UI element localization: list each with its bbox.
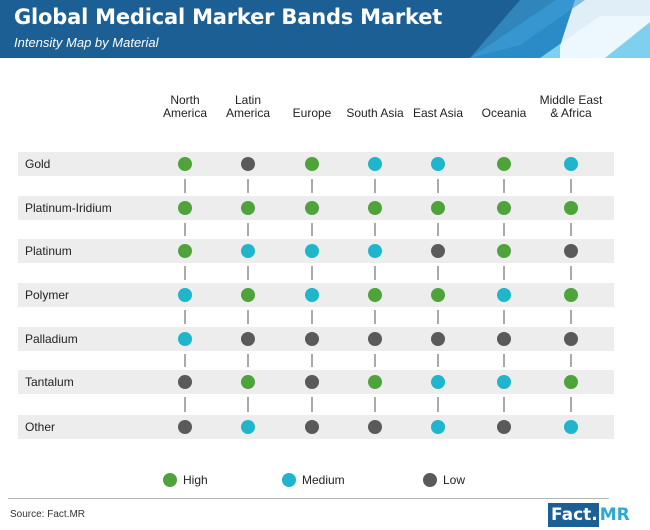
row-label: Palladium bbox=[25, 332, 78, 346]
intensity-dot-high bbox=[241, 201, 255, 215]
intensity-dot-high bbox=[564, 288, 578, 302]
legend-marker-medium bbox=[282, 473, 296, 487]
intensity-dot-medium bbox=[368, 157, 382, 171]
legend-label: Low bbox=[443, 473, 465, 487]
source-note: Source: Fact.MR bbox=[10, 509, 86, 520]
intensity-dot-high bbox=[241, 288, 255, 302]
column-header: South Asia bbox=[346, 106, 404, 120]
logo-text-right: MR bbox=[599, 505, 630, 525]
intensity-dot-medium bbox=[431, 420, 445, 434]
intensity-dot-high bbox=[368, 288, 382, 302]
intensity-dot-medium bbox=[564, 157, 578, 171]
intensity-dot-high bbox=[178, 157, 192, 171]
column-header: East Asia bbox=[413, 106, 463, 120]
intensity-dot-high bbox=[368, 201, 382, 215]
intensity-dot-low bbox=[368, 332, 382, 346]
intensity-dot-high bbox=[564, 375, 578, 389]
intensity-dot-high bbox=[431, 201, 445, 215]
logo-text-left: Fact. bbox=[548, 503, 599, 527]
row-label: Tantalum bbox=[25, 375, 74, 389]
column-header: Europe bbox=[293, 106, 332, 120]
row-label: Platinum bbox=[25, 244, 72, 258]
intensity-dot-medium bbox=[368, 244, 382, 258]
intensity-dot-low bbox=[431, 244, 445, 258]
header-banner: Global Medical Marker Bands Market Inten… bbox=[0, 0, 650, 58]
intensity-dot-medium bbox=[564, 420, 578, 434]
page-subtitle: Intensity Map by Material bbox=[14, 35, 159, 50]
legend-label: High bbox=[183, 473, 208, 487]
row-label: Polymer bbox=[25, 288, 69, 302]
intensity-dot-high bbox=[497, 244, 511, 258]
intensity-dot-high bbox=[368, 375, 382, 389]
column-header: America bbox=[163, 106, 207, 120]
intensity-dot-low bbox=[564, 244, 578, 258]
column-header: North bbox=[170, 93, 199, 107]
intensity-dot-medium bbox=[497, 375, 511, 389]
intensity-dot-high bbox=[178, 244, 192, 258]
intensity-dot-high bbox=[178, 201, 192, 215]
intensity-dot-high bbox=[431, 288, 445, 302]
intensity-dot-medium bbox=[241, 244, 255, 258]
legend-marker-high bbox=[163, 473, 177, 487]
row-label: Gold bbox=[25, 157, 50, 171]
row-label: Platinum-Iridium bbox=[25, 201, 112, 215]
intensity-dot-medium bbox=[431, 375, 445, 389]
page-title: Global Medical Marker Bands Market bbox=[14, 5, 443, 29]
intensity-dot-low bbox=[241, 157, 255, 171]
intensity-dot-medium bbox=[431, 157, 445, 171]
column-header: Latin bbox=[235, 93, 261, 107]
intensity-dot-high bbox=[305, 157, 319, 171]
intensity-dot-medium bbox=[497, 288, 511, 302]
intensity-dot-high bbox=[241, 375, 255, 389]
intensity-dot-high bbox=[305, 201, 319, 215]
intensity-dot-medium bbox=[305, 288, 319, 302]
intensity-dot-low bbox=[178, 375, 192, 389]
footer-divider bbox=[8, 498, 609, 499]
header-background bbox=[0, 0, 650, 58]
intensity-dot-high bbox=[564, 201, 578, 215]
intensity-dot-low bbox=[305, 375, 319, 389]
legend-label: Medium bbox=[302, 473, 345, 487]
factmr-logo: Fact. MR bbox=[548, 503, 630, 527]
intensity-dot-medium bbox=[178, 332, 192, 346]
column-header: America bbox=[226, 106, 270, 120]
intensity-dot-low bbox=[178, 420, 192, 434]
intensity-dot-low bbox=[497, 420, 511, 434]
intensity-dot-low bbox=[305, 420, 319, 434]
column-header: & Africa bbox=[550, 106, 592, 120]
intensity-dot-low bbox=[305, 332, 319, 346]
legend-marker-low bbox=[423, 473, 437, 487]
intensity-dot-medium bbox=[241, 420, 255, 434]
intensity-dot-low bbox=[368, 420, 382, 434]
column-header: Oceania bbox=[482, 106, 527, 120]
column-header: Middle East bbox=[540, 93, 603, 107]
intensity-dot-low bbox=[431, 332, 445, 346]
intensity-dot-low bbox=[241, 332, 255, 346]
intensity-dot-low bbox=[497, 332, 511, 346]
intensity-dot-high bbox=[497, 201, 511, 215]
intensity-dot-medium bbox=[178, 288, 192, 302]
intensity-dot-low bbox=[564, 332, 578, 346]
intensity-dot-medium bbox=[305, 244, 319, 258]
row-label: Other bbox=[25, 420, 55, 434]
intensity-dot-high bbox=[497, 157, 511, 171]
